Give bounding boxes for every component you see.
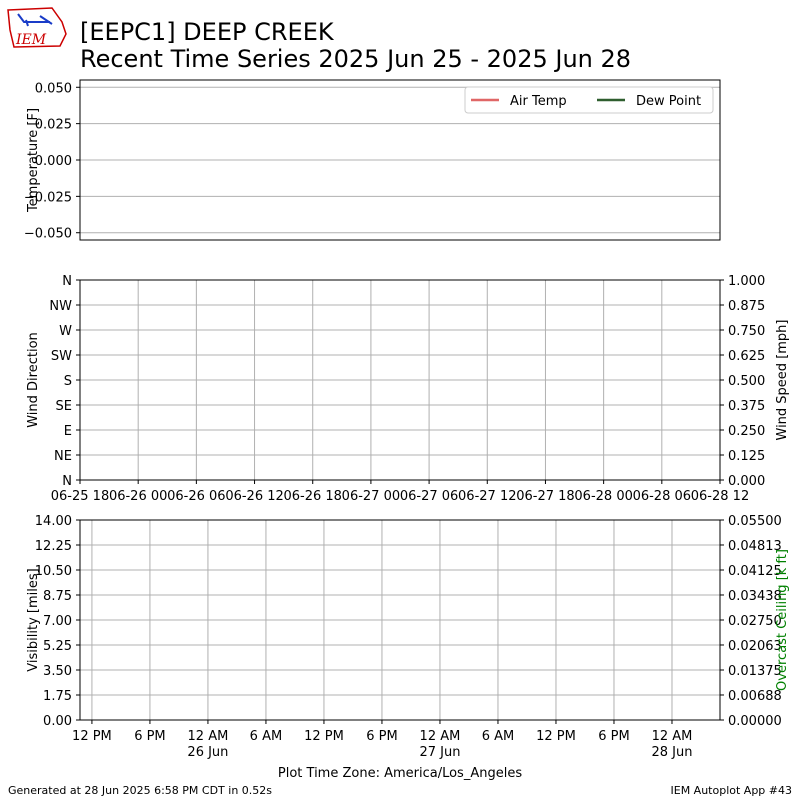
y-tick-label: NE [54, 449, 72, 464]
y-tick-label: 0.000 [35, 154, 72, 169]
y2-tick-label: 0.375 [728, 399, 765, 414]
y2-tick-label: 0.05500 [728, 514, 782, 529]
y-tick-label: −0.050 [24, 227, 72, 242]
x-axis-label: Plot Time Zone: America/Los_Angeles [278, 766, 522, 781]
y2-tick-label: 0.00688 [728, 689, 782, 704]
y-tick-label: SE [56, 399, 72, 414]
y-axis-label: Visibility [miles] [26, 568, 41, 671]
y2-tick-label: 0.000 [728, 474, 765, 489]
y-tick-label: 3.50 [43, 664, 72, 679]
footer-left: Generated at 28 Jun 2025 6:58 PM CDT in … [8, 784, 272, 797]
x-tick-label: 06-27 00 [342, 489, 400, 504]
x-tick-label: 06-28 00 [574, 489, 632, 504]
x-tick-label: 06-27 12 [458, 489, 516, 504]
y-tick-label: N [62, 474, 72, 489]
y2-axis-label: Wind Speed [mph] [775, 320, 790, 441]
y2-tick-label: 0.04813 [728, 539, 782, 554]
x-tick-label: 6 PM [134, 729, 165, 744]
y-tick-label: W [59, 324, 72, 339]
y-tick-label: 0.050 [35, 81, 72, 96]
y-tick-label: 14.00 [35, 514, 72, 529]
y-tick-label: 10.50 [35, 564, 72, 579]
x-tick-label: 6 AM [250, 729, 283, 744]
y-tick-label: N [62, 274, 72, 289]
x-tick-label: 12 PM [536, 729, 576, 744]
x-tick-label: 06-27 18 [516, 489, 574, 504]
x-tick-label: 12 PM [304, 729, 344, 744]
legend-label: Air Temp [510, 94, 567, 109]
y2-tick-label: 0.02063 [728, 639, 782, 654]
y-tick-label: NW [49, 299, 72, 314]
y2-tick-label: 0.250 [728, 424, 765, 439]
logo-text: IEM [15, 32, 47, 48]
footer-right: IEM Autoplot App #43 [671, 784, 793, 797]
chart-subtitle: Recent Time Series 2025 Jun 25 - 2025 Ju… [80, 45, 631, 73]
y-tick-label: 7.00 [43, 614, 72, 629]
y2-tick-label: 0.04125 [728, 564, 782, 579]
plot-frame [79, 79, 721, 241]
y-tick-label: 5.25 [43, 639, 72, 654]
y2-tick-label: 0.625 [728, 349, 765, 364]
x-tick-label: 6 PM [598, 729, 629, 744]
y-tick-label: SW [51, 349, 72, 364]
x-tick-label: 06-25 18 [51, 489, 109, 504]
y-tick-label: 1.75 [43, 689, 72, 704]
legend: Air Temp Dew Point [464, 86, 714, 114]
y2-tick-label: 0.875 [728, 299, 765, 314]
legend-label: Dew Point [636, 94, 701, 109]
y2-tick-label: 0.00000 [728, 714, 782, 729]
y2-tick-label: 0.500 [728, 374, 765, 389]
x-tick-label: 6 PM [366, 729, 397, 744]
y-tick-label: 0.025 [35, 118, 72, 133]
y2-axis-label: Overcast Ceiling [k ft] [775, 549, 790, 691]
chart-title: [EEPC1] DEEP CREEK [80, 18, 335, 46]
x-tick-label: 06-28 12 [691, 489, 749, 504]
y-axis-label: Wind Direction [26, 332, 41, 428]
y-tick-label: −0.025 [24, 190, 72, 205]
x-tick-label: 12 AM 28 Jun [651, 729, 692, 760]
y2-tick-label: 0.02750 [728, 614, 782, 629]
y2-tick-label: 0.750 [728, 324, 765, 339]
y-tick-label: S [64, 374, 72, 389]
legend-box [464, 86, 714, 114]
x-tick-label: 12 PM [72, 729, 112, 744]
x-tick-label: 06-27 06 [400, 489, 458, 504]
logo: IEM [7, 7, 67, 48]
x-tick-label: 06-26 06 [167, 489, 225, 504]
x-tick-label: 12 AM 26 Jun [187, 729, 228, 760]
y-tick-label: 8.75 [43, 589, 72, 604]
y-tick-label: 12.25 [35, 539, 72, 554]
plot-frame [79, 519, 721, 721]
y-tick-label: 0.00 [43, 714, 72, 729]
y2-tick-label: 0.03438 [728, 589, 782, 604]
y2-tick-label: 1.000 [728, 274, 765, 289]
x-tick-label: 06-26 18 [284, 489, 342, 504]
x-tick-label: 06-26 12 [225, 489, 283, 504]
y-axis-label: Temperature [F] [26, 108, 41, 213]
plot-frame [79, 279, 721, 481]
x-tick-label: 06-26 00 [109, 489, 167, 504]
x-tick-label: 06-28 06 [633, 489, 691, 504]
x-tick-label: 6 AM [482, 729, 515, 744]
y2-tick-label: 0.01375 [728, 664, 782, 679]
x-tick-label: 12 AM 27 Jun [419, 729, 460, 760]
y-tick-label: E [64, 424, 72, 439]
y2-tick-label: 0.125 [728, 449, 765, 464]
